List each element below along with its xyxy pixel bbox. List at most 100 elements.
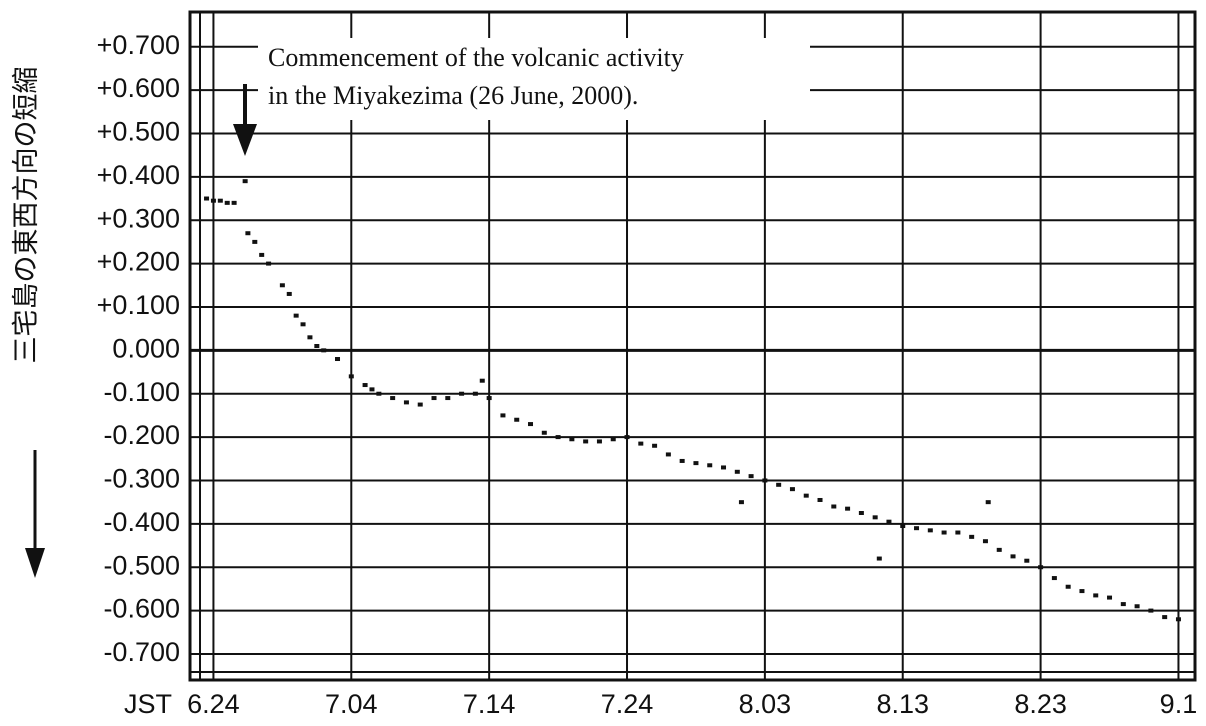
data-point — [831, 504, 837, 509]
data-point — [707, 463, 713, 468]
data-point — [886, 519, 892, 524]
data-point — [210, 198, 216, 203]
data-point — [1079, 589, 1085, 594]
data-point — [845, 506, 851, 511]
data-point — [514, 417, 520, 422]
data-point — [638, 441, 644, 446]
data-point — [259, 252, 265, 257]
y-tick-label: +0.500 — [97, 117, 180, 147]
data-point — [569, 437, 575, 442]
y-tick-label: +0.400 — [97, 160, 180, 190]
data-point — [217, 198, 223, 203]
y-tick-label: +0.600 — [97, 73, 180, 103]
data-point — [335, 357, 341, 362]
y-tick-label: 0.000 — [112, 333, 180, 363]
data-point — [1175, 617, 1181, 622]
data-point — [652, 443, 658, 448]
data-point — [776, 482, 782, 487]
y-tick-label: +0.200 — [97, 247, 180, 277]
x-tick-label: 7.14 — [463, 689, 516, 719]
data-point — [279, 283, 285, 288]
data-point — [362, 383, 368, 388]
data-point — [286, 291, 292, 296]
data-point — [1051, 576, 1057, 581]
y-tick-label: +0.300 — [97, 203, 180, 233]
data-point — [300, 322, 306, 327]
data-point — [679, 458, 685, 463]
data-point — [321, 348, 327, 353]
data-point — [1065, 584, 1071, 589]
data-point — [293, 313, 299, 318]
data-point — [1010, 554, 1016, 559]
data-point — [1038, 565, 1044, 570]
data-point — [914, 526, 920, 531]
y-tick-label: -0.700 — [103, 637, 180, 667]
data-point — [479, 378, 485, 383]
y-tick-label: +0.100 — [97, 290, 180, 320]
x-tick-label: 8.03 — [739, 689, 792, 719]
data-point — [693, 461, 699, 466]
y-tick-label: -0.100 — [103, 377, 180, 407]
data-point — [1120, 602, 1126, 607]
annotation-arrowhead — [233, 124, 257, 156]
y-tick-label: -0.600 — [103, 594, 180, 624]
data-point — [941, 530, 947, 535]
annotation-line: Commencement of the volcanic activity — [268, 43, 684, 72]
data-point — [431, 396, 437, 401]
data-point — [242, 179, 248, 184]
y-tick-label: -0.200 — [103, 420, 180, 450]
x-tick-label: 7.24 — [601, 689, 654, 719]
data-point — [376, 391, 382, 396]
y-tick-label: -0.300 — [103, 464, 180, 494]
y-axis-label: 三宅島の東西方向の短縮 — [11, 67, 41, 364]
data-point — [738, 500, 744, 505]
data-point — [528, 422, 534, 427]
annotation-box — [258, 38, 810, 120]
y-tick-label: -0.400 — [103, 507, 180, 537]
data-point — [762, 478, 768, 483]
x-tick-label: 6.24 — [187, 689, 240, 719]
data-point — [583, 439, 589, 444]
data-point — [555, 435, 561, 440]
data-point — [1162, 615, 1168, 620]
data-point — [900, 524, 906, 529]
data-point — [500, 413, 506, 418]
data-point — [314, 344, 320, 348]
x-tick-label: 8.13 — [876, 689, 929, 719]
data-point — [1093, 593, 1099, 598]
y-tick-label: -0.500 — [103, 550, 180, 580]
data-point — [1134, 604, 1140, 609]
data-point — [985, 500, 991, 505]
data-point — [817, 497, 823, 502]
x-tick-label: 8.23 — [1014, 689, 1067, 719]
x-axis-label: JST — [124, 689, 172, 719]
x-tick-label: 9.1 — [1160, 689, 1198, 719]
data-point — [459, 391, 465, 396]
data-point — [307, 335, 313, 340]
data-point — [721, 465, 727, 470]
data-point — [403, 400, 409, 405]
data-point — [858, 511, 864, 515]
data-point — [1024, 558, 1030, 563]
data-point — [472, 391, 478, 396]
data-point — [204, 196, 210, 201]
data-point — [1107, 595, 1113, 600]
data-point — [927, 528, 933, 533]
data-point — [266, 261, 272, 266]
data-point — [610, 437, 616, 442]
data-point — [996, 547, 1002, 552]
data-point — [596, 439, 602, 444]
data-point — [445, 396, 451, 401]
data-point — [541, 430, 547, 435]
data-point — [252, 239, 258, 244]
data-point — [231, 200, 237, 205]
data-point — [348, 374, 354, 379]
data-point — [245, 231, 251, 236]
data-point — [390, 396, 396, 401]
data-point — [969, 534, 975, 539]
data-point — [417, 402, 423, 407]
data-point — [369, 387, 375, 392]
data-point — [665, 452, 671, 457]
data-point — [876, 556, 882, 561]
